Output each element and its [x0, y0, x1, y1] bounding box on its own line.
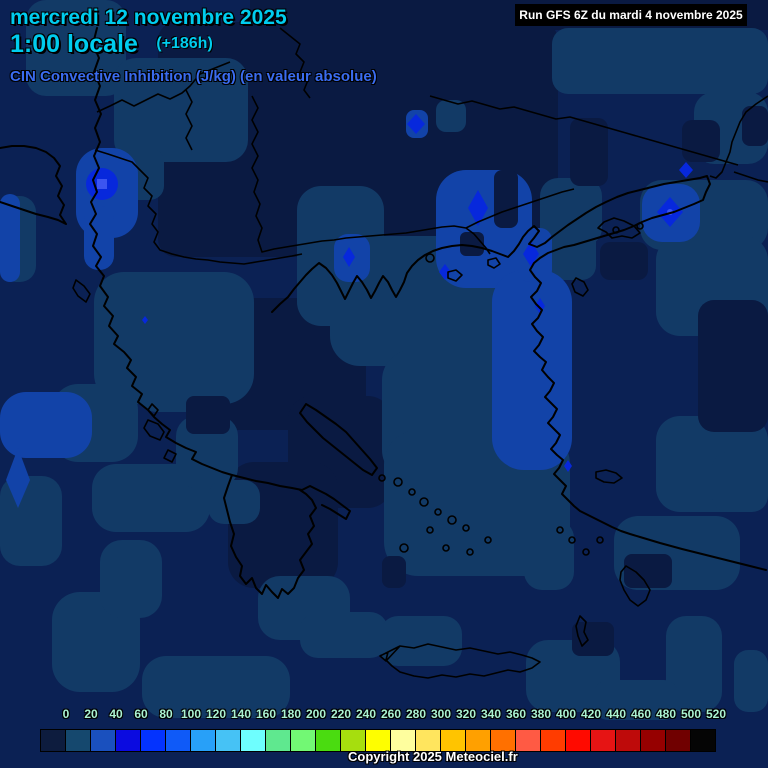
cin-level3-spots [86, 114, 693, 472]
parameter-title: CIN Convective Inhibition (J/kg) (en val… [10, 68, 377, 85]
time-row: 1:00 locale (+186h) [10, 30, 213, 59]
forecast-offset-label: (+186h) [156, 35, 213, 52]
local-time-title: 1:00 locale [10, 30, 138, 58]
cin-dark-blocks [186, 106, 768, 656]
date-title: mercredi 12 novembre 2025 [10, 6, 287, 29]
coastlines [0, 27, 768, 679]
copyright-text: Copyright 2025 Meteociel.fr [348, 749, 518, 764]
model-run-label: Run GFS 6Z du mardi 4 novembre 2025 [515, 4, 747, 26]
cin-level1-patches [0, 0, 768, 720]
